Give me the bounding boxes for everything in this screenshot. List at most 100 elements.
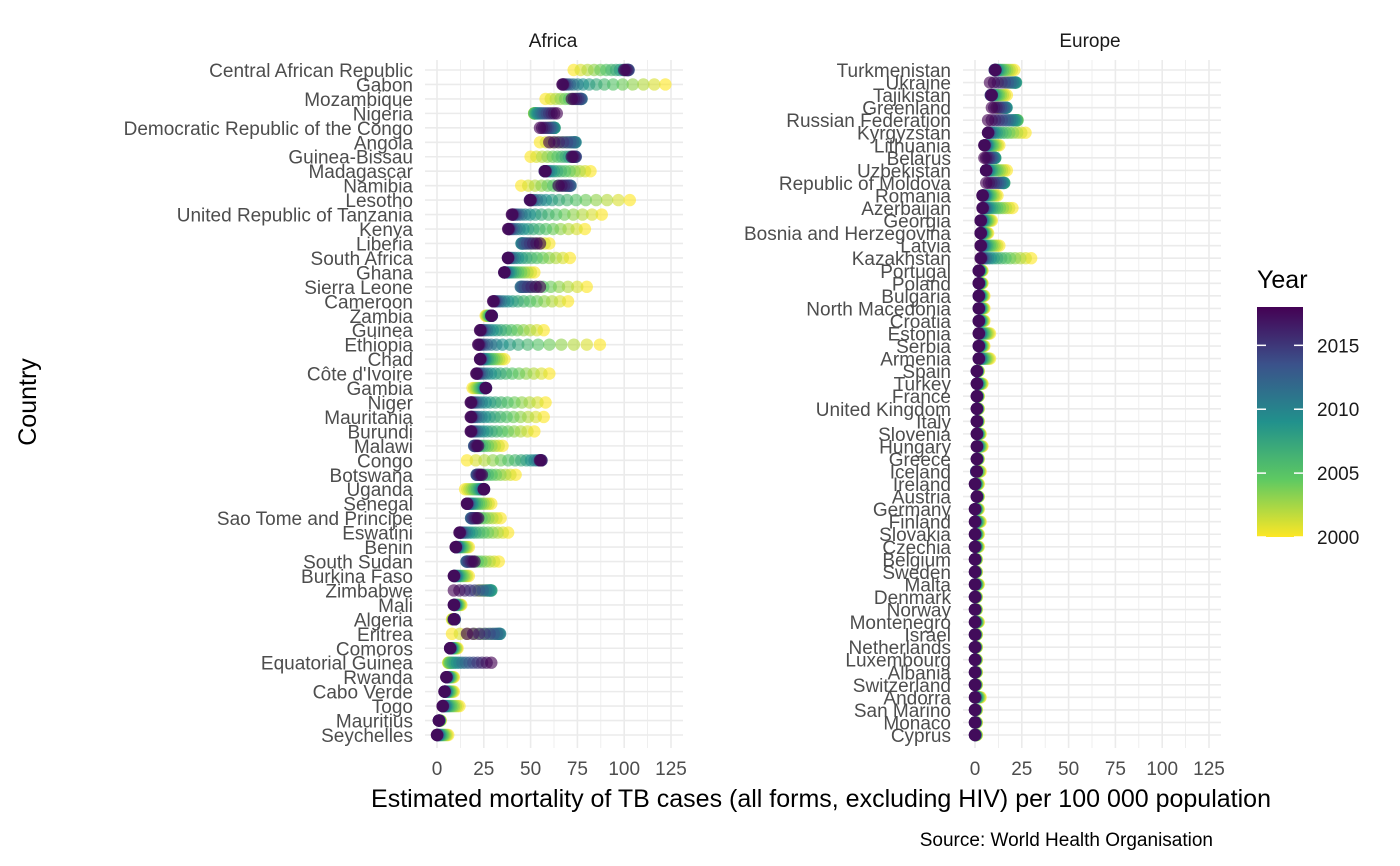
data-point <box>968 615 982 629</box>
data-point <box>970 465 984 478</box>
country-label: Kyrgyzstan <box>857 124 951 145</box>
data-point <box>543 338 556 351</box>
data-point <box>460 627 474 641</box>
country-label: Austria <box>892 488 952 509</box>
data-point <box>968 628 982 641</box>
data-point <box>447 569 461 583</box>
country-label: Mauritius <box>336 712 413 733</box>
data-point <box>968 502 982 516</box>
x-tick-label: 25 <box>1011 759 1032 780</box>
x-tick-label: 50 <box>520 759 541 780</box>
data-point <box>477 483 490 496</box>
data-point <box>543 136 556 149</box>
legend-colorbar <box>1257 307 1303 537</box>
x-tick-label: 125 <box>1193 759 1225 780</box>
data-point <box>970 427 984 441</box>
country-label: Niger <box>368 394 414 415</box>
data-point <box>970 377 984 390</box>
country-label: Serbia <box>896 337 951 358</box>
country-label: Uganda <box>346 480 413 501</box>
country-label: Guinea <box>352 321 414 342</box>
country-label: Chad <box>368 350 413 371</box>
legend-label: 2010 <box>1317 400 1359 421</box>
country-label: Czechia <box>882 538 951 559</box>
country-label: Lithuania <box>874 136 952 157</box>
y-axis-title: Country <box>14 358 42 446</box>
data-point <box>550 107 564 120</box>
country-label: North Macedonia <box>806 299 951 320</box>
country-label: Madagascar <box>308 162 413 183</box>
x-tick-label: 25 <box>473 759 494 780</box>
data-point <box>436 699 449 713</box>
country-label: Malawi <box>354 437 413 458</box>
country-label: Netherlands <box>849 638 951 659</box>
data-point <box>567 208 580 221</box>
data-point <box>470 367 483 380</box>
country-label: Switzerland <box>853 676 951 697</box>
country-label: Sweden <box>882 563 951 584</box>
data-point <box>985 88 999 102</box>
country-label: Comoros <box>336 639 413 660</box>
data-point <box>533 454 547 467</box>
data-point <box>618 63 631 77</box>
country-label: Eswatini <box>342 524 413 545</box>
data-point <box>974 252 987 265</box>
data-point <box>464 396 477 409</box>
data-point <box>432 714 446 727</box>
legend-label: 2000 <box>1317 528 1359 549</box>
country-label: Slovenia <box>878 425 951 446</box>
country-label: Burkina Faso <box>301 567 413 588</box>
data-point <box>972 264 985 277</box>
data-point <box>972 339 985 353</box>
data-point <box>980 164 993 177</box>
country-label: Turkmenistan <box>837 61 951 82</box>
country-label: Rwanda <box>343 668 413 689</box>
data-point <box>970 402 984 415</box>
country-label: Sierra Leone <box>304 278 413 299</box>
country-label: Spain <box>902 362 951 383</box>
data-point <box>976 189 989 202</box>
data-point <box>972 352 985 365</box>
country-label: South Sudan <box>303 553 413 574</box>
data-point <box>980 176 993 190</box>
data-point <box>970 364 984 378</box>
country-label: Seychelles <box>321 726 413 747</box>
country-label: Denmark <box>874 588 952 609</box>
country-label: Sao Tome and Principe <box>217 509 413 530</box>
country-label: Greece <box>889 450 951 471</box>
data-point <box>460 454 474 467</box>
country-label: Nigeria <box>353 104 414 125</box>
x-tick-label: 0 <box>432 759 443 780</box>
data-point <box>968 515 982 528</box>
data-point <box>606 78 620 91</box>
data-point <box>970 440 984 453</box>
country-label: Angola <box>354 133 414 154</box>
data-point <box>471 338 485 351</box>
data-point <box>981 113 995 127</box>
country-label: Iceland <box>890 463 951 484</box>
data-point <box>593 338 607 351</box>
data-point <box>989 63 1002 77</box>
data-point <box>580 280 593 294</box>
data-point <box>972 289 985 303</box>
data-point <box>968 666 982 679</box>
country-label: Azerbaijan <box>861 199 951 220</box>
data-point <box>976 201 989 215</box>
country-label: Ireland <box>893 475 951 496</box>
x-tick-label: 75 <box>1105 759 1126 780</box>
data-point <box>968 640 982 654</box>
country-label: United Kingdom <box>816 400 951 421</box>
data-point <box>473 324 487 337</box>
country-label: Zimbabwe <box>325 581 413 602</box>
data-point <box>443 642 457 655</box>
data-point <box>464 425 477 438</box>
data-point <box>968 590 982 604</box>
country-label: Monaco <box>883 713 951 734</box>
data-point <box>978 151 991 165</box>
data-point <box>983 76 997 89</box>
data-point <box>648 78 661 91</box>
x-tick-label: 50 <box>1058 759 1079 780</box>
data-point <box>440 670 453 684</box>
legend-ticks: 2000 2005 2010 2015 <box>1257 336 1359 549</box>
country-label: Israel <box>905 626 951 647</box>
